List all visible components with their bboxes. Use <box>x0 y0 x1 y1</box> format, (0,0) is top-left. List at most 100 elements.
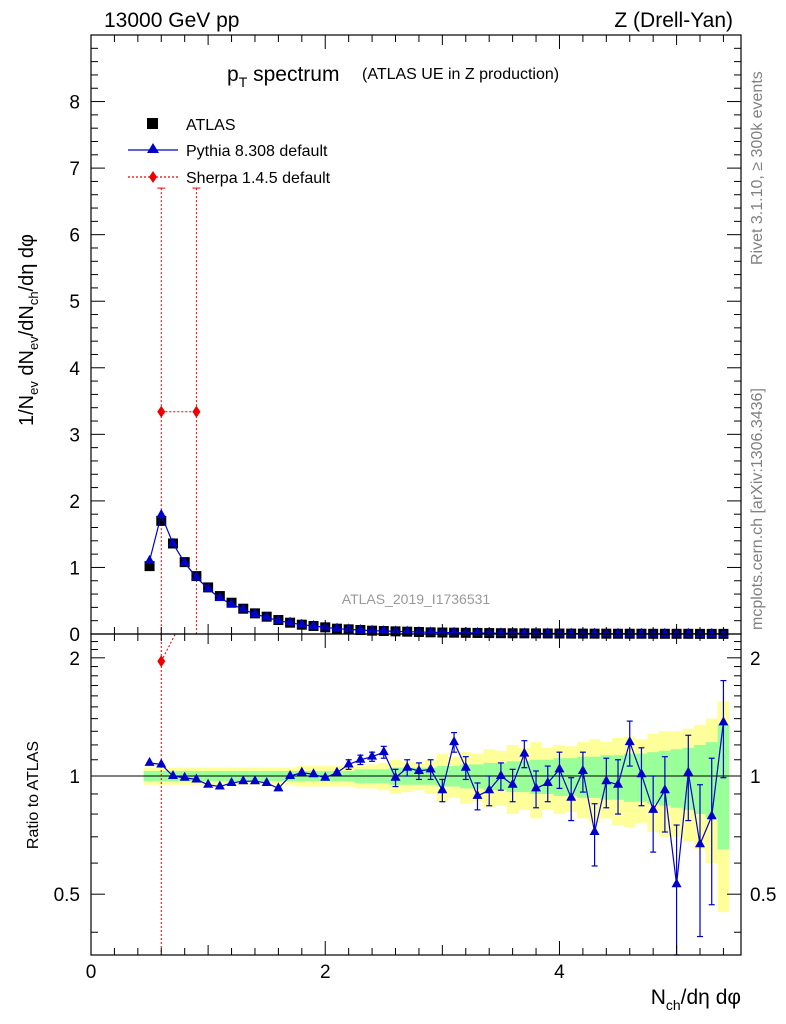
rivet-label: Rivet 3.1.10, ≥ 300k events <box>749 71 766 265</box>
mcplots-label: mcplots.cern.ch [arXiv:1306.3436] <box>749 388 766 630</box>
y-tick-label: 5 <box>69 292 80 313</box>
pythia-ratio-point <box>144 756 155 766</box>
x-tick-label: 2 <box>320 962 331 983</box>
pythia-point <box>285 616 296 626</box>
legend-pythia-marker <box>147 143 159 153</box>
header-energy: 13000 GeV pp <box>104 9 239 32</box>
pythia-point <box>273 614 284 624</box>
pythia-point <box>214 592 225 602</box>
pythia-ratio-point <box>484 784 495 794</box>
sherpa-ratio-point <box>157 655 166 668</box>
pythia-point <box>156 508 167 518</box>
pythia-ratio-point <box>577 764 588 774</box>
pythia-point <box>378 625 389 635</box>
pythia-point <box>203 582 214 592</box>
pythia-point <box>191 571 202 581</box>
pythia-ratio-point <box>472 789 483 799</box>
axes: 0 2 4 0 1 2 3 4 5 6 7 8 0.5 0.5 1 1 2 2 <box>54 34 776 983</box>
pythia-ratio-point <box>706 810 717 820</box>
pythia-point <box>308 620 319 630</box>
plot-title: pT spectrum <box>227 63 339 90</box>
pythia-ratio-point <box>695 838 706 848</box>
ratio-frame <box>90 633 742 956</box>
y-tick-label: 3 <box>69 425 80 446</box>
ratio-data-layer <box>91 633 741 956</box>
pythia-point <box>402 625 413 635</box>
pythia-point <box>331 622 342 632</box>
pythia-ratio-point <box>636 768 647 778</box>
legend: ATLAS Pythia 8.308 default Sherpa 1.4.5 … <box>128 117 331 187</box>
ratio-y-tick-label-right: 2 <box>750 649 761 670</box>
pythia-ratio-point <box>495 770 506 780</box>
pythia-ratio-point <box>437 784 448 794</box>
y-tick-label: 4 <box>69 359 80 380</box>
pythia-point <box>249 608 260 618</box>
pythia-ratio-point <box>566 791 577 801</box>
pythia-ratio-point <box>308 768 319 778</box>
pythia-ratio-point <box>179 771 190 781</box>
y-axis-label-ratio: Ratio to ATLAS <box>25 741 42 849</box>
analysis-watermark: ATLAS_2019_I1736531 <box>342 591 491 607</box>
atlas-point <box>156 515 167 526</box>
y-axis-label-main: 1/Nev dNev/dNch/dη dφ <box>16 234 41 426</box>
pythia-ratio-point <box>531 782 542 792</box>
x-tick-label: 4 <box>554 962 565 983</box>
band-inner <box>694 744 706 815</box>
pythia-ratio-point <box>367 750 378 760</box>
legend-atlas-label: ATLAS <box>186 117 236 134</box>
pythia-ratio-point <box>238 775 249 785</box>
pythia-ratio-point <box>460 761 471 771</box>
band-inner <box>623 753 636 802</box>
main-panel <box>91 35 741 634</box>
pythia-ratio-point <box>167 770 178 780</box>
legend-sherpa-label: Sherpa 1.4.5 default <box>186 170 331 187</box>
pythia-ratio-point <box>296 766 307 776</box>
pythia-ratio-point <box>203 778 214 788</box>
pythia-point <box>355 624 366 634</box>
pythia-ratio-point <box>390 771 401 781</box>
pythia-ratio-point <box>683 766 694 776</box>
pythia-ratio-point <box>402 761 413 771</box>
pythia-ratio-point <box>613 778 624 788</box>
ratio-y-tick-label-right: 1 <box>750 767 761 788</box>
band-inner <box>717 724 730 850</box>
y-tick-label: 1 <box>69 558 80 579</box>
legend-sherpa-marker <box>149 171 157 183</box>
pythia-ratio-point <box>425 763 436 773</box>
pythia-point <box>226 598 237 608</box>
pythia-ratio-point <box>320 771 331 781</box>
pythia-ratio-point <box>519 747 530 757</box>
pythia-ratio-point <box>601 775 612 785</box>
pythia-ratio-point <box>554 763 565 773</box>
pythia-ratio-point <box>659 784 670 794</box>
sherpa-ratio-line <box>160 633 176 662</box>
pythia-ratio-point <box>285 770 296 780</box>
y-tick-label: 8 <box>69 93 80 114</box>
pythia-point <box>261 611 272 621</box>
band-inner <box>588 756 601 798</box>
pythia-ratio-point <box>261 776 272 786</box>
pythia-ratio-point <box>507 778 518 788</box>
pythia-point <box>425 626 436 636</box>
pythia-ratio-point <box>331 766 342 776</box>
pythia-ratio-point <box>624 736 635 746</box>
pythia-ratio-point <box>273 782 284 792</box>
pythia-ratio-point <box>542 776 553 786</box>
pythia-ratio-point <box>671 878 682 888</box>
pythia-point <box>238 603 249 613</box>
atlas-point <box>144 561 155 572</box>
pythia-ratio-point <box>589 826 600 836</box>
pythia-ratio-point <box>343 758 354 768</box>
y-tick-label: 2 <box>69 492 80 513</box>
legend-pythia-label: Pythia 8.308 default <box>186 143 328 160</box>
sherpa-point <box>157 405 166 418</box>
plot-subtitle: (ATLAS UE in Z production) <box>362 66 559 83</box>
pythia-ratio-point <box>226 776 237 786</box>
pythia-point <box>167 537 178 547</box>
y-tick-label: 6 <box>69 226 80 247</box>
pythia-ratio-point <box>449 736 460 746</box>
ratio-y-tick-label: 2 <box>69 649 80 670</box>
pythia-ratio-point <box>718 716 729 726</box>
band-inner <box>565 758 578 796</box>
pythia-ratio-point <box>214 780 225 790</box>
